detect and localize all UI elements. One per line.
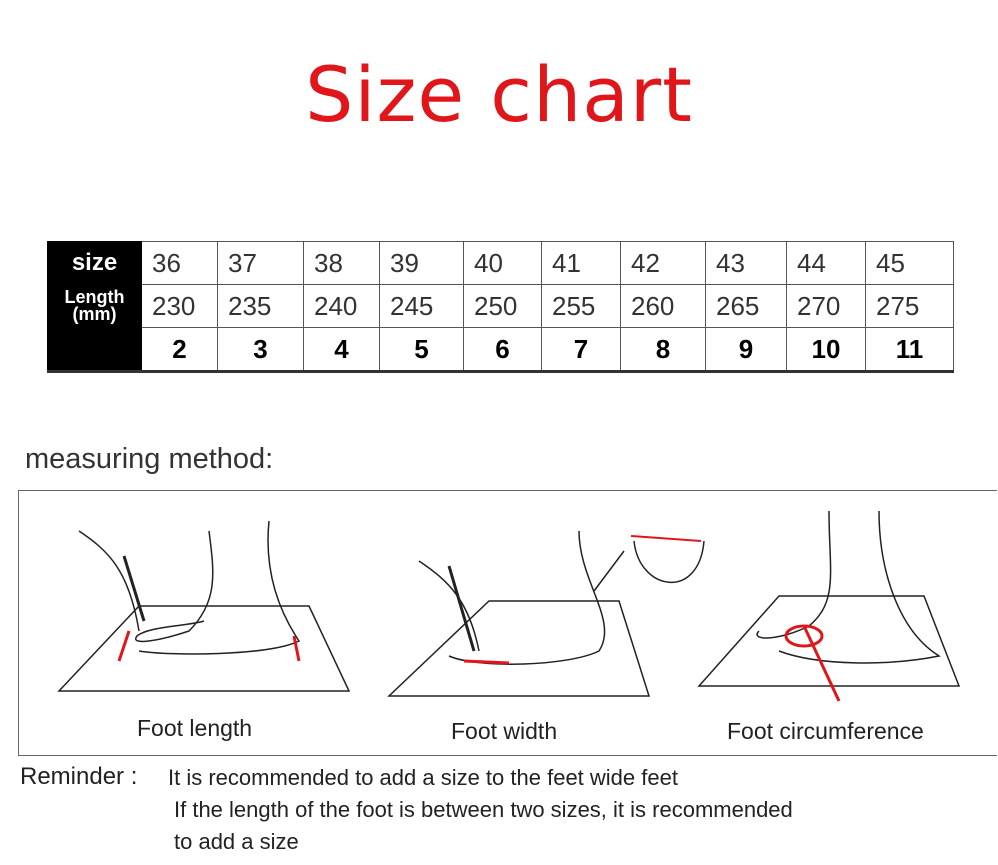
length-label: Length bbox=[64, 287, 125, 307]
reminder-line-3: to add a size bbox=[174, 829, 299, 854]
us-size-cell: 7 bbox=[541, 327, 621, 373]
size-row: size 36 37 38 39 40 41 42 43 44 45 bbox=[47, 241, 954, 285]
length-cell: 245 bbox=[379, 284, 464, 328]
reminder-label: Reminder : bbox=[20, 763, 138, 790]
length-cell: 250 bbox=[463, 284, 542, 328]
page-title: Size chart bbox=[305, 50, 693, 139]
us-size-cell: 11 bbox=[865, 327, 954, 373]
size-cell: 39 bbox=[379, 241, 464, 285]
length-cell: 260 bbox=[620, 284, 706, 328]
us-size-cell: 3 bbox=[217, 327, 304, 373]
size-cell: 38 bbox=[303, 241, 380, 285]
length-header: Length (mm) bbox=[47, 284, 142, 328]
measuring-heading: measuring method: bbox=[25, 443, 274, 475]
foot-circumference-drawing bbox=[697, 510, 961, 702]
size-cell: 41 bbox=[541, 241, 621, 285]
us-size-cell: 2 bbox=[141, 327, 218, 373]
length-cell: 265 bbox=[705, 284, 787, 328]
us-size-cell: 4 bbox=[303, 327, 380, 373]
unit-label: (mm) bbox=[72, 304, 117, 324]
size-header: size bbox=[47, 241, 142, 285]
us-size-cell: 9 bbox=[705, 327, 787, 373]
length-row: Length (mm) 230 235 240 245 250 255 260 265 270 27… bbox=[47, 284, 954, 328]
caption-foot-length: Foot length bbox=[137, 715, 253, 741]
reminder-line-2: If the length of the foot is between two… bbox=[174, 797, 793, 822]
reminder-line-1: It is recommended to add a size to the f… bbox=[168, 765, 678, 790]
foot-width-drawing bbox=[387, 530, 705, 697]
us-size-cell: 8 bbox=[620, 327, 706, 373]
size-cell: 40 bbox=[463, 241, 542, 285]
illustration-panel: Foot length Foot width Foot circumferenc… bbox=[18, 490, 997, 756]
length-cell: 255 bbox=[541, 284, 621, 328]
size-cell: 37 bbox=[217, 241, 304, 285]
size-cell: 45 bbox=[865, 241, 954, 285]
us-size-cell: 10 bbox=[786, 327, 866, 373]
length-cell: 240 bbox=[303, 284, 380, 328]
size-cell: 43 bbox=[705, 241, 787, 285]
length-cell: 275 bbox=[865, 284, 954, 328]
us-size-cell: 6 bbox=[463, 327, 542, 373]
size-cell: 44 bbox=[786, 241, 866, 285]
caption-foot-circumference: Foot circumference bbox=[727, 718, 924, 744]
us-size-cell: 5 bbox=[379, 327, 464, 373]
size-cell: 36 bbox=[141, 241, 218, 285]
length-cell: 270 bbox=[786, 284, 866, 328]
length-cell: 230 bbox=[141, 284, 218, 328]
size-cell: 42 bbox=[620, 241, 706, 285]
blank-header bbox=[47, 327, 142, 373]
us-size-row: 2 3 4 5 6 7 8 9 10 11 bbox=[47, 327, 954, 373]
size-table: size 36 37 38 39 40 41 42 43 44 45 Length (mm) 230… bbox=[47, 241, 954, 373]
foot-illustrations bbox=[57, 510, 961, 702]
caption-foot-width: Foot width bbox=[451, 718, 558, 744]
length-cell: 235 bbox=[217, 284, 304, 328]
foot-length-drawing bbox=[57, 520, 351, 692]
